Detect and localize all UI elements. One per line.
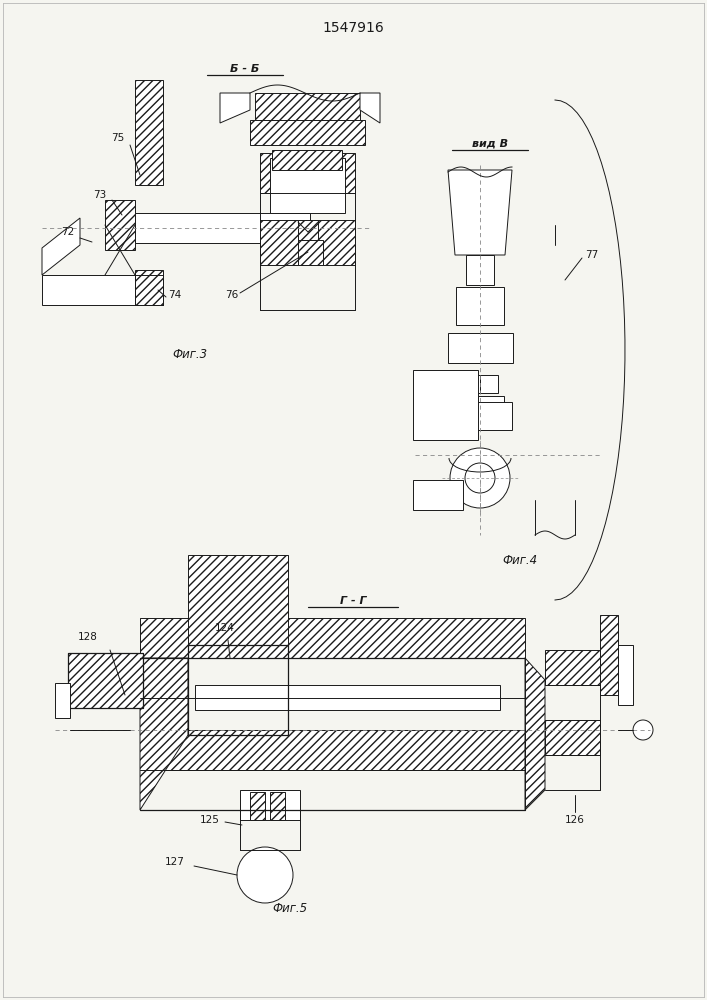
Polygon shape — [220, 93, 250, 123]
Bar — [462, 375, 480, 393]
Text: Фиг.3: Фиг.3 — [173, 349, 208, 361]
Circle shape — [465, 463, 495, 493]
Bar — [456, 287, 504, 325]
Text: 76: 76 — [225, 290, 238, 300]
Text: 128: 128 — [78, 632, 98, 642]
Bar — [250, 120, 365, 145]
Bar — [140, 618, 525, 658]
Bar — [298, 220, 318, 240]
Bar — [135, 80, 163, 185]
Bar — [68, 653, 143, 708]
Bar — [545, 720, 600, 755]
Bar — [545, 650, 600, 685]
Text: Б - Б: Б - Б — [230, 64, 259, 74]
Text: Фиг.4: Фиг.4 — [503, 554, 537, 566]
Bar — [135, 213, 310, 243]
Bar — [448, 333, 513, 363]
Text: 75: 75 — [112, 133, 124, 143]
Polygon shape — [360, 93, 380, 123]
Bar — [55, 683, 70, 718]
Circle shape — [633, 720, 653, 740]
Polygon shape — [448, 170, 512, 255]
Bar — [466, 255, 494, 285]
Text: 72: 72 — [62, 227, 75, 237]
Circle shape — [237, 847, 293, 903]
Bar — [413, 480, 463, 510]
Text: 74: 74 — [168, 290, 181, 300]
Bar — [260, 153, 355, 193]
Bar — [478, 396, 504, 411]
Bar — [188, 555, 288, 645]
Bar — [456, 396, 482, 411]
Bar — [140, 730, 525, 770]
Bar — [450, 402, 512, 430]
Text: 77: 77 — [585, 250, 598, 260]
Bar — [270, 158, 345, 213]
Bar — [68, 653, 143, 708]
Bar — [260, 220, 355, 265]
Bar — [272, 150, 342, 170]
Bar — [600, 615, 618, 695]
Text: Г - Г: Г - Г — [339, 596, 366, 606]
Bar — [413, 370, 478, 440]
Text: 124: 124 — [215, 623, 235, 633]
Text: 1547916: 1547916 — [322, 21, 384, 35]
Polygon shape — [140, 658, 188, 810]
Polygon shape — [42, 218, 80, 275]
Text: 125: 125 — [200, 815, 220, 825]
Text: 73: 73 — [93, 190, 107, 200]
Text: Фиг.5: Фиг.5 — [272, 902, 308, 914]
Bar — [195, 685, 500, 710]
Bar — [135, 270, 163, 305]
Text: 126: 126 — [565, 815, 585, 825]
Bar — [255, 93, 360, 120]
Polygon shape — [525, 658, 545, 810]
Text: 127: 127 — [165, 857, 185, 867]
Bar — [270, 792, 285, 820]
Circle shape — [450, 448, 510, 508]
Bar — [105, 200, 135, 250]
Bar — [240, 790, 300, 820]
Bar — [618, 645, 633, 705]
Bar — [42, 275, 147, 305]
Text: вид B: вид B — [472, 139, 508, 149]
Bar — [298, 240, 323, 265]
Bar — [480, 375, 498, 393]
Bar — [250, 792, 265, 820]
